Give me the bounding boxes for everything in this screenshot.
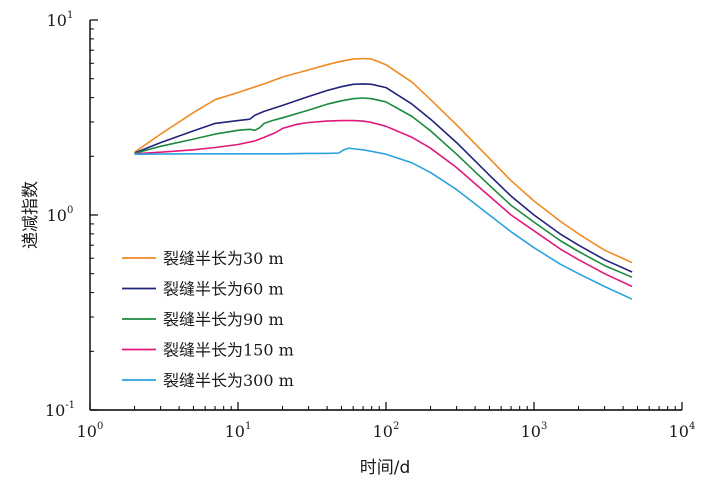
legend-item: 裂缝半长为90 m bbox=[122, 310, 284, 329]
series-line-4 bbox=[134, 119, 633, 288]
legend: 裂缝半长为30 m 裂缝半长为60 m 裂缝半长为90 m 裂缝半长为150 m 裂缝半… bbox=[122, 249, 294, 390]
y-tick-label: 10-1 bbox=[45, 400, 75, 420]
legend-item: 裂缝半长为60 m bbox=[122, 280, 284, 299]
series-line-3 bbox=[134, 97, 633, 278]
x-axis-title: 时间/d bbox=[360, 458, 411, 478]
x-tick-label: 104 bbox=[669, 421, 696, 441]
legend-label: 裂缝半长为150 m bbox=[163, 341, 294, 360]
legend-label: 裂缝半长为30 m bbox=[163, 249, 284, 268]
y-axis-title: 递减指数 bbox=[21, 181, 41, 249]
legend-label: 裂缝半长为90 m bbox=[163, 310, 284, 329]
series-lines bbox=[134, 57, 633, 300]
y-tick-label: 101 bbox=[47, 10, 74, 30]
x-tick-label: 102 bbox=[373, 421, 400, 441]
x-tick-label: 103 bbox=[521, 421, 548, 441]
x-tick-label: 101 bbox=[225, 421, 252, 441]
legend-item: 裂缝半长为30 m bbox=[122, 249, 284, 268]
legend-label: 裂缝半长为300 m bbox=[163, 371, 294, 390]
series-line-5 bbox=[134, 147, 633, 300]
series-line-2 bbox=[134, 83, 633, 273]
x-tick-label: 100 bbox=[77, 421, 104, 441]
legend-item: 裂缝半长为150 m bbox=[122, 341, 294, 360]
y-tick-label: 100 bbox=[47, 205, 74, 225]
series-line-1 bbox=[134, 57, 633, 264]
legend-label: 裂缝半长为60 m bbox=[163, 280, 284, 299]
legend-item: 裂缝半长为300 m bbox=[122, 371, 294, 390]
